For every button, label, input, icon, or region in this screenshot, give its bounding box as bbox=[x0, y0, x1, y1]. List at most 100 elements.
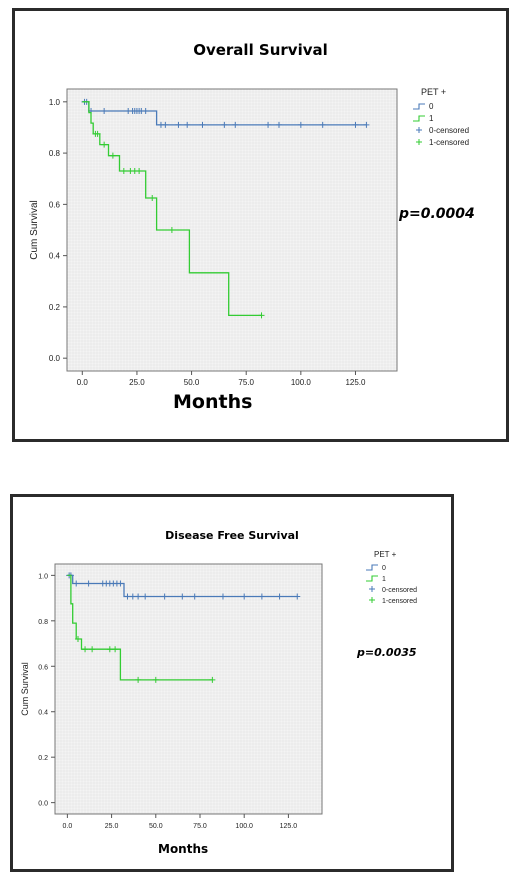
series-0-censor-mark bbox=[117, 580, 124, 587]
x-tick-label: 0.0 bbox=[63, 823, 73, 830]
x-tick-label: 25.0 bbox=[129, 378, 145, 387]
legend-title: PET + bbox=[421, 87, 446, 97]
disease-free-survival-panel: Disease Free Survival 0.0 25.0 50.0 75.0 100… bbox=[10, 494, 454, 872]
legend-step-swatch bbox=[413, 103, 425, 110]
series-1-censor-mark bbox=[89, 646, 96, 653]
y-tick-label: 0.0 bbox=[49, 354, 61, 363]
legend-censor-swatch bbox=[416, 127, 422, 133]
series-1-censor-mark bbox=[209, 676, 216, 683]
series-0-censor-mark bbox=[297, 121, 304, 128]
y-axis-label: Cum Survival bbox=[20, 662, 30, 716]
p-value-annotation: p=0.0004 bbox=[399, 206, 475, 222]
series-0-censor-mark bbox=[129, 593, 136, 600]
series-0-censor-mark bbox=[265, 121, 272, 128]
series-0-censor-mark bbox=[179, 593, 186, 600]
series-0-censor-mark bbox=[184, 121, 191, 128]
series-0-censor-mark bbox=[101, 108, 108, 115]
series-1-censor-mark bbox=[258, 312, 265, 319]
x-tick-label: 75.0 bbox=[193, 823, 207, 830]
series-0-censor-mark bbox=[352, 121, 359, 128]
x-axis-label: Months bbox=[158, 842, 209, 856]
series-0-censor-mark bbox=[276, 593, 283, 600]
series-1-censor-mark bbox=[135, 676, 142, 683]
x-tick-label: 100.0 bbox=[235, 823, 253, 830]
y-tick-label: 0.4 bbox=[38, 710, 48, 717]
series-1-censor-mark bbox=[82, 646, 89, 653]
series-1-line bbox=[67, 574, 213, 681]
overall-survival-panel: Overall Survival 0.0 25.0 50.0 75.0 100.0 125… bbox=[12, 8, 509, 442]
series-1-censor-mark bbox=[136, 168, 143, 175]
legend-step-swatch bbox=[413, 115, 425, 122]
series-0-censor-mark bbox=[161, 593, 168, 600]
grid bbox=[67, 89, 397, 371]
series-0-censor-mark bbox=[162, 121, 169, 128]
y-tick-label: 0.6 bbox=[49, 200, 61, 209]
legend-label: 0 bbox=[382, 565, 386, 572]
series-1-censor-mark bbox=[120, 168, 127, 175]
series-1-censor-mark bbox=[112, 646, 119, 653]
grid bbox=[55, 564, 322, 814]
series-0-censor-mark bbox=[191, 593, 198, 600]
series-0-censor-mark bbox=[199, 121, 206, 128]
legend-label: 1-censored bbox=[382, 598, 417, 605]
legend-label: 0 bbox=[429, 102, 434, 111]
disease-free-survival-chart: 0.0 25.0 50.0 75.0 100.0 125.0 0.0 0.2 0.4 0.6 0.8… bbox=[20, 550, 417, 830]
x-tick-label: 125.0 bbox=[280, 823, 298, 830]
y-axis-label: Cum Survival bbox=[29, 200, 40, 259]
legend-step-swatch bbox=[366, 575, 378, 582]
plot-background bbox=[55, 564, 322, 814]
y-tick-label: 0.2 bbox=[49, 303, 61, 312]
series-0-censor-mark bbox=[221, 121, 228, 128]
series-0-censor-mark bbox=[258, 593, 265, 600]
x-tick-label: 100.0 bbox=[291, 378, 312, 387]
legend-censor-swatch bbox=[416, 139, 422, 145]
series-1-censor-mark bbox=[101, 141, 108, 148]
y-tick-label: 0.4 bbox=[49, 252, 61, 261]
series-0-censor-mark bbox=[363, 121, 370, 128]
series-0-censor-mark bbox=[85, 580, 92, 587]
legend-censor-swatch bbox=[369, 597, 375, 603]
series-0-censor-mark bbox=[241, 593, 248, 600]
legend-title: PET + bbox=[374, 550, 397, 559]
legend-label: 1 bbox=[429, 114, 434, 123]
x-tick-label: 25.0 bbox=[105, 823, 119, 830]
x-axis-label: Months bbox=[173, 391, 253, 413]
y-tick-label: 0.8 bbox=[49, 149, 61, 158]
legend-label: 1-censored bbox=[429, 138, 469, 147]
series-0-censor-mark bbox=[275, 121, 282, 128]
series-1-censor-mark bbox=[168, 227, 175, 233]
x-tick-label: 125.0 bbox=[345, 378, 366, 387]
series-1-censor-mark bbox=[94, 130, 101, 137]
series-1-censor-mark bbox=[152, 676, 159, 683]
legend-label: 0-censored bbox=[429, 126, 469, 135]
y-tick-label: 0.6 bbox=[38, 664, 48, 671]
x-tick-label: 50.0 bbox=[184, 378, 200, 387]
legend-label: 0-censored bbox=[382, 587, 417, 594]
plot-frame bbox=[54, 563, 323, 815]
series-0-censor-mark bbox=[142, 108, 149, 115]
y-tick-label: 0.8 bbox=[38, 619, 48, 626]
chart-title: Disease Free Survival bbox=[165, 529, 299, 542]
series-0-censor-mark bbox=[232, 121, 239, 128]
overall-survival-chart: 0.0 25.0 50.0 75.0 100.0 125.0 0.0 0.2 0.4 0.6 0.8… bbox=[29, 87, 469, 387]
y-tick-label: 1.0 bbox=[38, 573, 48, 580]
series-0-censor-mark bbox=[294, 593, 301, 600]
series-1-censor-mark bbox=[74, 636, 81, 642]
x-tick-label: 0.0 bbox=[77, 378, 89, 387]
legend-step-swatch bbox=[366, 564, 378, 571]
series-0-censor-mark bbox=[219, 593, 226, 600]
series-0-censor-mark bbox=[124, 593, 131, 600]
series-0-censor-mark bbox=[73, 580, 80, 587]
series-1-censor-mark bbox=[106, 646, 113, 653]
y-tick-label: 0.0 bbox=[38, 801, 48, 808]
x-tick-label: 75.0 bbox=[238, 378, 254, 387]
y-tick-label: 1.0 bbox=[49, 98, 61, 107]
series-0-censor-mark bbox=[142, 593, 149, 600]
y-tick-label: 0.2 bbox=[38, 755, 48, 762]
series-1-censor-mark bbox=[109, 152, 116, 159]
legend-label: 1 bbox=[382, 576, 386, 583]
series-1-censor-mark bbox=[149, 194, 156, 201]
plot-frame bbox=[66, 88, 398, 372]
chart-title: Overall Survival bbox=[193, 41, 328, 59]
p-value-annotation: p=0.0035 bbox=[357, 646, 417, 659]
